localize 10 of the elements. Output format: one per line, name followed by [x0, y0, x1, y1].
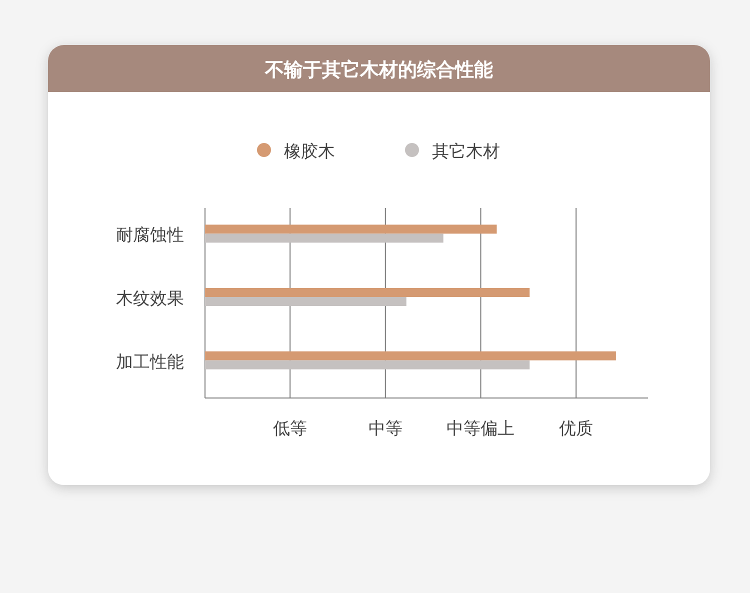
y-tick-label: 耐腐蚀性	[116, 226, 184, 246]
y-tick-label: 加工性能	[116, 352, 184, 372]
text: 低等	[273, 419, 308, 439]
chart-title: 不输于其它木材的综合性能	[264, 59, 493, 81]
legend-label: 其它木材	[432, 142, 500, 162]
text: 中等	[368, 419, 402, 439]
text: 中等偏上	[446, 419, 515, 439]
y-tick-label: 木纹效果	[116, 289, 184, 309]
text: 优质	[559, 419, 594, 439]
legend-label: 橡胶木	[284, 142, 335, 162]
